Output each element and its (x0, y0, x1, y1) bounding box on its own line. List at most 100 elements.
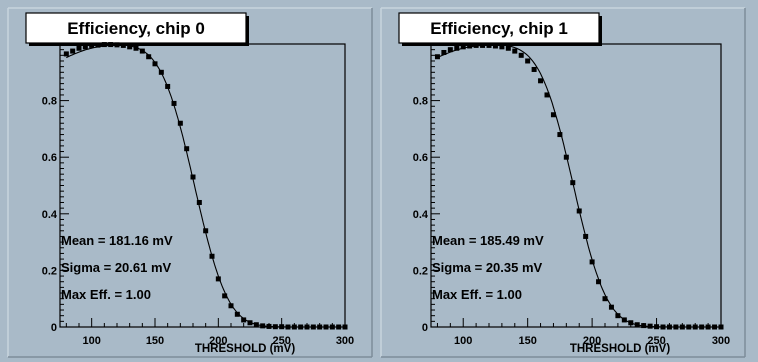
y-tick-label: 0.4 (42, 209, 58, 221)
data-point (550, 112, 556, 118)
chart-chip-0: Efficiency, chip 0 0 0.2 0.4 0.6 0.8 100 150 2… (25, 12, 354, 355)
data-point (89, 42, 95, 48)
y-tick-label: 0.6 (42, 152, 57, 164)
data-point (608, 304, 614, 310)
data-point (108, 42, 114, 48)
data-point (171, 100, 177, 106)
data-point (460, 44, 466, 50)
pad-frame-chip-1 (380, 7, 746, 358)
data-point (266, 323, 272, 329)
chart-title: Efficiency, chip 0 (67, 19, 205, 38)
data-point (165, 83, 171, 89)
data-point (101, 42, 107, 48)
data-point (692, 324, 698, 330)
data-point (660, 324, 666, 330)
data-point (563, 154, 569, 160)
data-point (596, 279, 602, 285)
stat-max-eff: Max Eff. = 1.00 (61, 287, 151, 302)
data-point (114, 42, 120, 48)
y-tick-label: 0.2 (413, 265, 428, 277)
data-point (699, 324, 705, 330)
data-point (279, 324, 285, 330)
data-point (323, 324, 329, 330)
stat-sigma: Sigma = 20.35 mV (432, 260, 543, 275)
pad-frame-chip-0 (7, 7, 373, 358)
data-point (203, 228, 209, 234)
data-point (666, 324, 672, 330)
data-point (82, 44, 88, 50)
data-point (291, 324, 297, 330)
data-point (139, 48, 145, 54)
data-point (499, 44, 505, 50)
data-point (505, 45, 511, 51)
x-tick-label: 100 (454, 335, 472, 347)
data-point (241, 317, 247, 323)
title-box: Efficiency, chip 0 (25, 12, 249, 46)
data-point (272, 324, 278, 330)
data-point (480, 42, 486, 48)
data-point (310, 324, 316, 330)
data-point (628, 320, 634, 326)
x-tick-label: 200 (583, 335, 601, 347)
data-point (336, 324, 342, 330)
x-axis: 100 150 200 250 300 (65, 318, 354, 347)
data-point (215, 276, 221, 282)
y-tick-label: 0.8 (42, 96, 57, 108)
data-point (177, 120, 183, 126)
x-axis-label: THRESHOLD (mV) (570, 343, 670, 355)
x-tick-label: 150 (518, 335, 536, 347)
data-point (329, 324, 335, 330)
y-axis: 0 0.2 0.4 0.6 0.8 (413, 43, 440, 334)
data-point (544, 92, 550, 98)
data-point (152, 61, 158, 67)
y-tick-label: 0 (51, 322, 57, 334)
chart-chip-1: Efficiency, chip 1 0 0.2 0.4 0.6 0.8 100 150 2… (398, 12, 730, 355)
data-point (260, 323, 266, 329)
data-point (317, 324, 323, 330)
y-tick-label: 0.8 (413, 96, 428, 108)
y-axis: 0 0.2 0.4 0.6 0.8 (42, 43, 69, 334)
data-point (228, 303, 234, 309)
data-point (467, 43, 473, 49)
y-tick-label: 0.6 (413, 152, 428, 164)
data-point (486, 42, 492, 48)
stat-mean: Mean = 181.16 mV (61, 233, 173, 248)
data-point (602, 296, 608, 302)
data-point (718, 324, 724, 330)
data-point (512, 48, 518, 54)
stat-max-eff: Max Eff. = 1.00 (432, 287, 522, 302)
data-point (712, 324, 718, 330)
x-tick-label: 200 (209, 335, 227, 347)
data-point (434, 54, 440, 60)
data-point (190, 174, 196, 180)
data-point (184, 146, 190, 152)
x-axis: 100 150 200 250 300 (436, 318, 730, 347)
data-point (492, 43, 498, 49)
data-point (447, 47, 453, 53)
data-point (538, 78, 544, 84)
data-point (621, 317, 627, 323)
x-tick-label: 300 (712, 335, 730, 347)
data-points (63, 42, 348, 330)
data-point (234, 311, 240, 317)
data-point (473, 42, 479, 48)
data-point (686, 324, 692, 330)
y-tick-label: 0.4 (413, 209, 429, 221)
data-point (583, 233, 589, 239)
data-point (557, 132, 563, 138)
data-point (570, 180, 576, 186)
x-tick-label: 100 (82, 335, 100, 347)
y-tick-label: 0.2 (42, 265, 57, 277)
data-point (531, 66, 537, 72)
data-point (654, 324, 660, 330)
data-point (127, 44, 133, 50)
data-point (209, 253, 215, 259)
data-point (120, 42, 126, 48)
data-point (158, 69, 164, 75)
data-points (434, 42, 724, 330)
data-point (196, 199, 202, 205)
x-axis-label: THRESHOLD (mV) (195, 343, 295, 355)
data-point (304, 324, 310, 330)
